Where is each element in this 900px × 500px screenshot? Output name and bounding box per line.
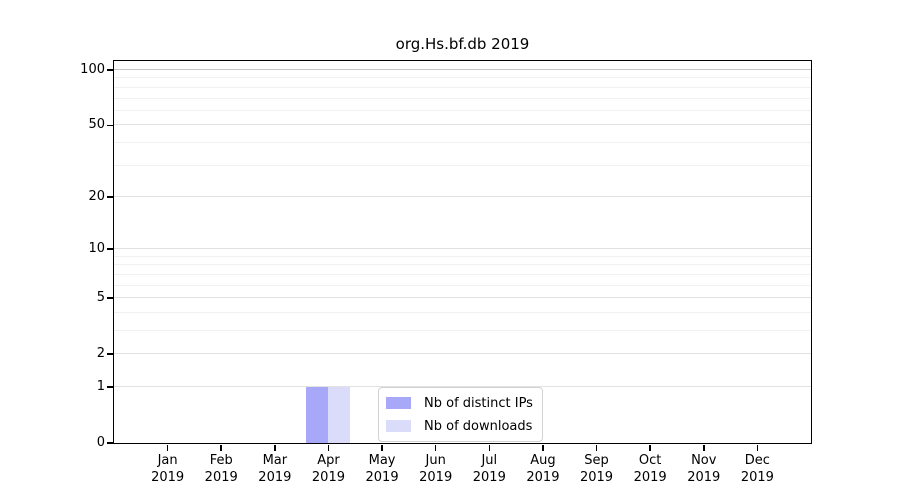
x-tick-month: Dec [744,453,770,468]
x-tick-year: 2019 [633,470,667,485]
x-tick-label: Jul 2019 [454,452,524,486]
x-tick [327,444,330,451]
x-tick-year: 2019 [419,470,453,485]
y-tick [107,124,113,127]
minor-gridline [113,97,811,99]
plot-area [112,59,812,444]
y-tick-label: 10 [88,241,105,257]
y-tick-label: 20 [88,188,105,204]
major-gridline [113,385,811,387]
x-tick-label: Dec 2019 [722,452,792,486]
bar [327,386,350,443]
x-tick-month: Mar [262,453,288,468]
major-gridline [113,297,811,299]
x-tick-label: Sep 2019 [562,452,632,486]
legend-item-distinct-ips: Nb of distinct IPs [386,394,533,412]
y-tick-label: 100 [80,62,105,78]
y-tick-label: 50 [88,117,105,133]
x-tick-year: 2019 [365,470,399,485]
major-gridline [113,195,811,197]
minor-gridline [113,109,811,111]
y-tick [107,69,113,71]
y-tick-label: 5 [96,290,105,306]
minor-gridline [113,164,811,166]
x-tick-month: Apr [317,453,340,468]
minor-gridline [113,86,811,88]
x-tick [381,444,383,451]
x-tick-year: 2019 [740,470,774,485]
x-tick-label: Aug 2019 [508,452,578,486]
x-tick [542,444,544,451]
minor-gridline [113,329,811,331]
minor-gridline [113,284,811,286]
x-tick [595,444,598,451]
major-gridline [113,353,811,355]
y-tick [107,353,113,355]
x-tick-label: Apr 2019 [293,452,363,486]
x-tick-month: Oct [638,453,662,468]
x-tick-label: Oct 2019 [615,452,685,486]
x-tick-label: Nov 2019 [669,452,739,486]
x-tick-year: 2019 [472,470,506,485]
x-tick [756,444,759,451]
x-tick-label: May 2019 [347,452,417,486]
x-tick [434,444,437,451]
legend-swatch-downloads [386,420,411,432]
x-tick-year: 2019 [579,470,614,485]
x-tick [220,444,222,451]
major-gridline [113,248,811,250]
major-gridline [113,124,811,126]
legend-label-distinct-ips: Nb of distinct IPs [424,395,533,411]
x-tick-month: May [368,453,396,468]
y-tick [107,297,113,299]
y-tick [107,386,113,388]
x-tick-year: 2019 [687,470,721,485]
major-gridline [113,69,811,71]
x-tick-month: Jun [425,453,446,468]
minor-gridline [113,264,811,266]
minor-gridline [113,255,811,257]
x-tick [274,444,276,451]
x-tick-label: Jan 2019 [133,452,203,486]
x-tick [703,444,705,451]
x-tick-label: Jun 2019 [401,452,471,486]
x-tick [488,444,491,451]
y-tick [107,442,113,444]
x-tick-year: 2019 [311,470,345,485]
legend: Nb of distinct IPs Nb of downloads [378,387,543,442]
y-tick-label: 2 [96,346,105,362]
bar [306,386,328,443]
x-tick [166,444,169,451]
minor-gridline [113,77,811,79]
legend-item-downloads: Nb of downloads [386,417,533,435]
chart-title: org.Hs.bf.db 2019 [395,35,530,53]
x-tick-month: Jul [481,453,498,468]
x-tick-month: Aug [530,453,556,468]
y-tick [107,196,113,198]
x-tick [649,444,651,451]
x-tick-year: 2019 [258,470,292,485]
x-tick-month: Sep [584,453,609,468]
legend-swatch-distinct-ips [386,397,411,409]
x-tick-label: Mar 2019 [240,452,310,486]
legend-label-downloads: Nb of downloads [424,418,533,434]
x-tick-month: Feb [209,453,233,468]
y-tick-label: 0 [96,435,105,450]
minor-gridline [113,273,811,275]
x-tick-label: Feb 2019 [186,452,256,486]
x-tick-year: 2019 [151,470,185,485]
x-tick-month: Jan [157,453,178,468]
y-tick-label: 1 [96,378,105,394]
y-tick [107,248,113,250]
x-tick-year: 2019 [204,470,238,485]
minor-gridline [113,311,811,313]
x-tick-month: Nov [691,453,717,468]
minor-gridline [113,141,811,143]
x-tick-year: 2019 [526,470,560,485]
